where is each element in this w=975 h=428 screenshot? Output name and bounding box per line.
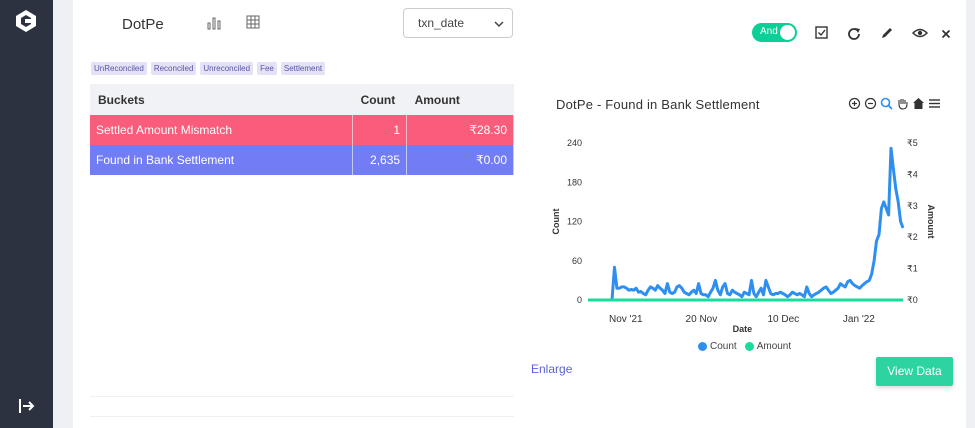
filter-tags: UnReconciled Reconciled Unreconciled Fee… (91, 62, 326, 75)
bucket-name[interactable]: Found in Bank Settlement (90, 145, 354, 175)
x-tick-label: Nov '21 (609, 314, 643, 325)
col-header-count[interactable]: Count (352, 84, 407, 115)
chart-toolbar (848, 97, 941, 110)
y2-tick-label: ₹1 (907, 264, 918, 274)
menu-icon[interactable] (928, 97, 941, 110)
page-title: DotPe (122, 16, 164, 33)
toggle-knob (780, 25, 795, 40)
legend-label: Count (710, 341, 737, 352)
view-data-button[interactable]: View Data (876, 357, 953, 386)
bucket-name[interactable]: Settled Amount Mismatch (90, 115, 354, 145)
tag-unreconciled[interactable]: UnReconciled (91, 62, 147, 75)
expand-sidebar-icon[interactable] (17, 397, 35, 415)
y-tick-label: 240 (567, 138, 582, 148)
refresh-icon[interactable] (846, 26, 862, 42)
chevron-down-icon (494, 21, 504, 28)
legend-marker (744, 342, 754, 351)
y2-tick-label: ₹0 (907, 295, 918, 305)
enlarge-link[interactable]: Enlarge (531, 362, 573, 376)
y2-axis-label: Amount (926, 205, 936, 239)
line-chart[interactable]: 0 60 120 180 240 ₹0 ₹1 ₹2 ₹3 ₹4 ₹5 Nov '21 20 Nov 10 … (545, 130, 945, 335)
bucket-count: 1 (352, 115, 408, 145)
date-field-select[interactable]: txn_date (403, 8, 513, 38)
legend-item-amount[interactable]: Amount (744, 341, 792, 352)
table-row-hidden (90, 396, 514, 416)
pan-icon[interactable] (896, 97, 909, 110)
tag-reconciled[interactable]: Reconciled (150, 62, 197, 75)
tag-unreconciled-lower[interactable]: Unreconciled (200, 62, 254, 75)
bucket-amount: ₹28.30 (406, 115, 514, 145)
bucket-amount: ₹0.00 (406, 145, 514, 175)
y2-tick-label: ₹3 (907, 201, 918, 211)
x-tick-label: 20 Nov (686, 314, 718, 325)
eye-icon[interactable] (912, 25, 928, 41)
zoom-in-icon[interactable] (848, 97, 861, 110)
bar-chart-icon[interactable] (206, 15, 222, 31)
tag-fee[interactable]: Fee (257, 62, 277, 75)
table-row[interactable]: Settled Amount Mismatch 1 ₹28.30 (90, 115, 514, 145)
x-tick-label: Jan '22 (843, 314, 875, 325)
logic-toggle[interactable]: And (752, 23, 797, 42)
y2-tick-label: ₹4 (907, 169, 918, 179)
legend-label: Amount (756, 341, 792, 352)
col-header-buckets[interactable]: Buckets (90, 84, 353, 115)
edit-icon[interactable] (879, 25, 895, 41)
home-icon[interactable] (912, 97, 925, 110)
series-line-count (588, 146, 905, 302)
date-field-value: txn_date (418, 16, 465, 30)
sidebar (0, 0, 53, 428)
tag-settlement[interactable]: Settlement (280, 62, 326, 75)
legend-item-count[interactable]: Count (698, 341, 737, 352)
y-tick-label: 180 (567, 177, 582, 187)
y2-tick-label: ₹5 (907, 138, 918, 148)
zoom-out-icon[interactable] (864, 97, 877, 110)
buckets-table: Buckets Count Amount Settled Amount Mism… (90, 84, 514, 175)
table-row-hidden (90, 416, 514, 428)
y-tick-label: 120 (567, 217, 582, 227)
chart-title: DotPe - Found in Bank Settlement (556, 97, 760, 112)
table-icon[interactable] (245, 14, 261, 30)
x-tick-label: 10 Dec (767, 314, 799, 325)
chart-legend: Count Amount (698, 341, 791, 352)
table-row[interactable]: Found in Bank Settlement 2,635 ₹0.00 (90, 145, 514, 175)
logic-toggle-label: And (760, 26, 778, 37)
x-axis-label: Date (733, 324, 753, 334)
zoom-select-icon[interactable] (880, 97, 893, 110)
checkbox-icon[interactable] (814, 25, 830, 41)
y2-tick-label: ₹2 (907, 232, 918, 242)
y-axis-label: Count (551, 209, 561, 235)
col-header-amount[interactable]: Amount (406, 84, 514, 115)
legend-marker (698, 342, 707, 351)
app-logo-icon[interactable] (14, 9, 38, 33)
close-icon[interactable] (938, 26, 954, 42)
y-tick-label: 60 (572, 256, 582, 266)
bucket-count: 2,635 (352, 145, 408, 175)
y-tick-label: 0 (577, 295, 582, 305)
